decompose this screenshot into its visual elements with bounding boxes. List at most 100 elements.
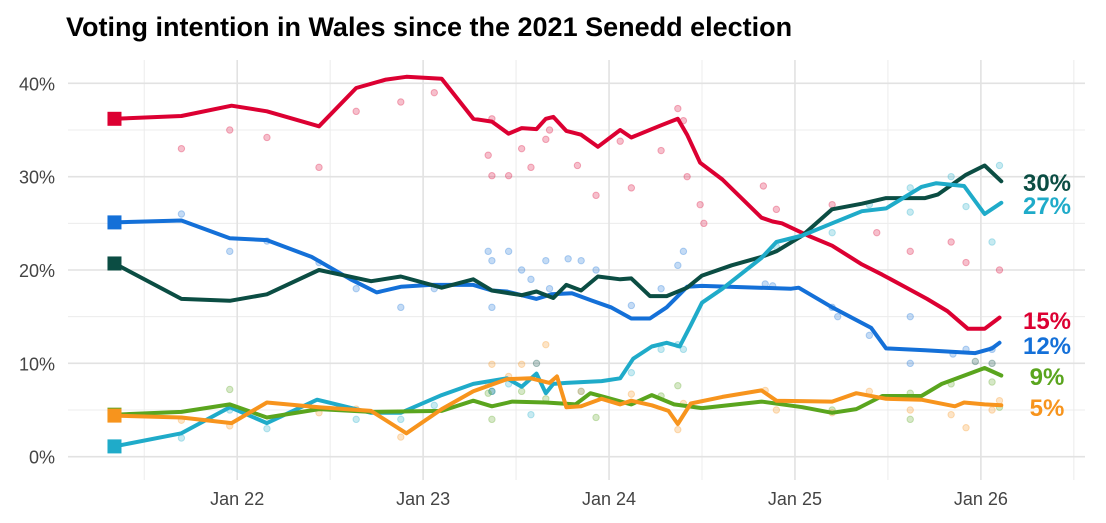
poll-point-blue xyxy=(517,266,526,274)
poll-point-red xyxy=(527,163,535,172)
poll-point-orange xyxy=(988,406,996,414)
poll-point-blue xyxy=(627,301,636,310)
gridlines xyxy=(68,60,1085,480)
poll-point-blue xyxy=(542,256,550,265)
poll-point-red xyxy=(772,205,781,214)
trend-line-orange xyxy=(112,374,1004,436)
poll-point-red xyxy=(592,191,600,200)
poll-point-blue xyxy=(488,303,496,312)
poll-point-orange xyxy=(542,340,550,349)
poll-point-green xyxy=(906,415,914,424)
poll-point-red xyxy=(226,126,234,134)
poll-point-blue xyxy=(484,247,492,256)
x-tick-label: Jan 26 xyxy=(954,489,1008,509)
poll-point-cyan xyxy=(430,401,438,410)
x-tick-label: Jan 25 xyxy=(768,489,822,509)
poll-point-blue xyxy=(906,312,914,321)
poll-point-blue xyxy=(504,247,513,256)
poll-point-orange xyxy=(906,406,914,414)
trend-line-red xyxy=(112,74,1002,331)
poll-point-red xyxy=(873,228,881,237)
x-tick-label: Jan 22 xyxy=(210,489,264,509)
poll-point-red xyxy=(397,98,405,106)
poll-point-orange xyxy=(517,360,526,368)
poll-point-red xyxy=(616,137,624,145)
poll-point-dark-green xyxy=(532,359,541,368)
poll-point-orange xyxy=(627,390,636,398)
trend-lines xyxy=(107,74,1004,454)
poll-point-cyan xyxy=(657,345,665,354)
poll-point-red xyxy=(504,172,513,180)
y-tick-label: 10% xyxy=(19,354,55,374)
poll-point-orange xyxy=(947,410,955,419)
poll-point-cyan xyxy=(947,172,955,181)
poll-point-red xyxy=(995,266,1004,274)
start-marker-cyan xyxy=(107,439,122,454)
poll-point-red xyxy=(263,133,271,142)
poll-point-red xyxy=(542,135,550,144)
poll-point-blue xyxy=(674,261,682,270)
poll-point-blue xyxy=(865,331,874,340)
poll-point-dark-green xyxy=(971,357,980,366)
trend-line-dark-green xyxy=(112,163,1004,303)
poll-point-blue xyxy=(906,359,914,368)
poll-point-green xyxy=(484,389,492,397)
poll-point-red xyxy=(430,88,438,97)
poll-point-red xyxy=(674,104,682,113)
poll-point-red xyxy=(517,144,526,153)
end-label-orange: 5% xyxy=(1030,395,1065,422)
poll-point-orange xyxy=(772,406,781,414)
poll-point-orange xyxy=(674,425,682,434)
poll-point-orange xyxy=(577,387,585,396)
poll-point-red xyxy=(627,184,636,192)
poll-point-cyan xyxy=(995,161,1004,170)
end-labels: 15%12% 30%27% 9% 5% xyxy=(1023,170,1071,422)
poll-point-cyan xyxy=(962,202,970,211)
poll-point-red xyxy=(315,163,323,172)
poll-point-green xyxy=(674,382,682,390)
y-axis: 0% 10% 20% 30% 40% xyxy=(19,74,55,467)
poll-point-cyan xyxy=(906,208,914,216)
trend-line-cyan xyxy=(112,181,1004,449)
poll-point-blue xyxy=(679,247,688,256)
poll-point-red xyxy=(947,238,955,246)
poll-point-orange xyxy=(397,433,405,441)
poll-point-cyan xyxy=(627,368,636,377)
poll-point-red xyxy=(696,200,704,209)
poll-point-blue xyxy=(397,303,405,312)
end-label-dark-green: 30% xyxy=(1023,170,1071,197)
start-marker-blue xyxy=(107,215,122,230)
chart-title: Voting intention in Wales since the 2021… xyxy=(66,12,792,42)
poll-point-red xyxy=(683,172,691,181)
poll-point-green xyxy=(592,413,600,422)
poll-point-cyan xyxy=(828,228,836,237)
poll-point-cyan xyxy=(397,415,405,424)
poll-point-cyan xyxy=(527,410,535,419)
y-tick-label: 0% xyxy=(29,448,55,468)
poll-point-orange xyxy=(488,360,496,368)
poll-point-red xyxy=(545,126,554,134)
poll-point-red xyxy=(352,107,360,116)
end-label-cyan: 27% xyxy=(1023,193,1071,220)
start-marker-orange xyxy=(107,408,122,423)
poll-point-green xyxy=(488,415,496,424)
y-tick-label: 40% xyxy=(19,74,55,94)
poll-point-blue xyxy=(577,256,585,265)
poll-point-cyan xyxy=(577,387,585,396)
poll-point-red xyxy=(657,146,665,155)
poll-point-blue xyxy=(564,255,572,263)
poll-point-red xyxy=(962,258,970,267)
end-label-blue: 12% xyxy=(1023,333,1071,360)
x-tick-label: Jan 24 xyxy=(582,489,636,509)
poll-point-blue xyxy=(352,284,360,293)
poll-point-blue xyxy=(527,275,535,284)
poll-point-cyan xyxy=(352,415,360,424)
x-tick-label: Jan 23 xyxy=(396,489,450,509)
poll-point-red xyxy=(488,172,496,180)
poll-point-dark-green xyxy=(488,387,496,396)
poll-point-red xyxy=(573,161,582,170)
poll-point-blue xyxy=(834,312,842,321)
poll-point-red xyxy=(759,182,768,190)
trend-line-blue xyxy=(112,218,1002,356)
